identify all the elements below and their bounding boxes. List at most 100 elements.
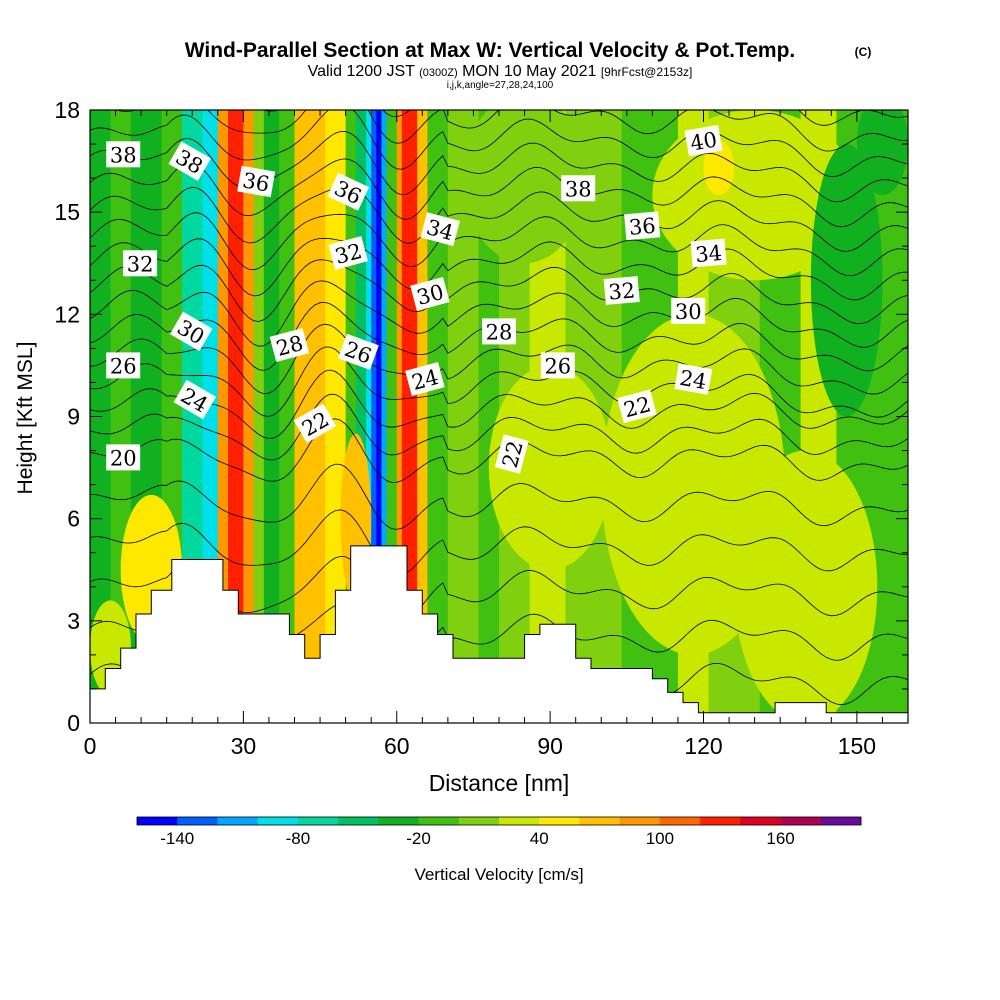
contour-label-text: 20: [110, 446, 137, 470]
colorbar: -140 -80 -20 40 100 160: [136, 816, 862, 848]
velocity-cell: [488, 365, 612, 570]
isentrope-line: [90, 158, 908, 228]
colorbar-tick-label: 40: [530, 829, 549, 848]
terrain: [90, 545, 908, 723]
velocity-band: [279, 110, 296, 723]
contour-label: 26: [106, 352, 141, 379]
velocity-band: [381, 110, 388, 723]
contour-label-box: [106, 444, 141, 471]
contour-label-box: [624, 211, 661, 241]
isentrope-line: [90, 237, 908, 301]
y-tick-label: 12: [54, 301, 80, 327]
valid-date: MON 10 May 2021: [462, 63, 596, 80]
velocity-cell: [810, 144, 883, 417]
x-tick-label: 150: [838, 733, 876, 759]
contour-label: 38: [561, 175, 596, 202]
velocity-band: [371, 110, 377, 723]
contour-label-text: 38: [110, 143, 137, 167]
x-tick-label: 0: [84, 733, 97, 759]
contour-label-box: [674, 363, 713, 395]
contour-label: 20: [106, 444, 141, 471]
colorbar-tick-label: 160: [766, 829, 794, 848]
colorbar-swatch: [338, 817, 379, 825]
x-tick-label: 60: [384, 733, 410, 759]
isentrope-line: [90, 463, 908, 530]
isentrope-line: [90, 110, 908, 178]
colorbar-tick-label: 100: [646, 829, 674, 848]
colorbar-swatch: [659, 817, 701, 825]
colorbar-tick-label: -20: [406, 829, 431, 848]
isentrope-line: [90, 418, 908, 483]
colorbar-swatch: [418, 817, 460, 825]
contour-label-text: 32: [127, 252, 154, 276]
isentrope-line: [90, 130, 908, 203]
contour-label-box: [168, 141, 211, 181]
velocity-band: [427, 110, 449, 723]
colorbar-tick-label: -80: [286, 829, 311, 848]
contour-label-text: 24: [678, 366, 708, 394]
contour-label: 32: [328, 236, 368, 270]
colorbar-swatch: [499, 817, 540, 825]
velocity-band: [243, 110, 255, 723]
contour-label-text: 32: [607, 278, 636, 304]
isentrope-line: [90, 212, 908, 277]
y-tick-label: 9: [67, 404, 80, 430]
colorbar-swatch: [378, 817, 419, 825]
velocity-band: [366, 110, 372, 723]
contour-label: 30: [671, 297, 706, 324]
velocity-band: [376, 110, 383, 723]
y-tick-label: 0: [67, 710, 80, 736]
colorbar-swatch: [257, 817, 299, 825]
contour-label-text: 36: [628, 214, 657, 240]
colorbar-swatch: [177, 817, 218, 825]
velocity-band: [386, 110, 398, 723]
contour-label-box: [540, 352, 575, 379]
contour-label-text: 26: [110, 354, 137, 378]
contour-label-box: [410, 276, 450, 311]
velocity-band: [417, 110, 429, 723]
contour-label: 34: [690, 238, 727, 268]
isentrope-line: [90, 280, 908, 348]
contour-label-box: [690, 238, 727, 268]
contour-label-text: 38: [565, 177, 592, 201]
contour-label: 36: [237, 165, 276, 198]
colorbar-frame: [136, 816, 862, 826]
velocity-cell: [463, 110, 586, 264]
isentrope-line: [90, 259, 908, 325]
contour-label-text: 34: [694, 241, 723, 267]
valid-utc: (0300Z): [419, 67, 458, 79]
contour-label-box: [603, 276, 640, 305]
contour-label-box: [337, 333, 379, 370]
velocity-band: [217, 110, 229, 723]
contour-label-box: [405, 362, 445, 396]
valid-time-line: Valid 1200 JST (0300Z) MON 10 May 2021 […: [308, 63, 693, 80]
contour-label: 40: [684, 124, 723, 157]
x-tick-label: 30: [231, 733, 257, 759]
contour-label-box: [106, 352, 141, 379]
isentrope-line: [114, 110, 908, 152]
colorbar-swatch: [820, 817, 862, 825]
forecast-info: [9hrFcst@2153z]: [601, 65, 693, 79]
terrain-profile: [90, 545, 908, 723]
contour-label-text: 28: [486, 320, 513, 344]
y-tick-label: 15: [54, 199, 80, 225]
isentrope-line: [90, 393, 908, 461]
contour-label-box: [293, 403, 337, 444]
contour-label-box: [684, 124, 723, 157]
contour-label-text: 30: [675, 300, 702, 324]
colorbar-swatch: [297, 817, 339, 825]
valid-prefix: Valid 1200 JST: [308, 63, 416, 80]
isentrope-line: [90, 369, 908, 439]
y-tick-label: 6: [67, 506, 80, 532]
contour-label-text: 36: [241, 168, 271, 196]
copyright-mark: (C): [855, 45, 872, 59]
contour-label: 38: [106, 141, 141, 168]
contour-label-box: [237, 165, 276, 198]
x-tick-label: 90: [537, 733, 563, 759]
contour-label-box: [106, 141, 141, 168]
contour-label-box: [328, 236, 368, 270]
isentrope-line: [90, 0, 908, 2]
contour-label-box: [671, 297, 706, 324]
contour-label-box: [494, 434, 529, 474]
